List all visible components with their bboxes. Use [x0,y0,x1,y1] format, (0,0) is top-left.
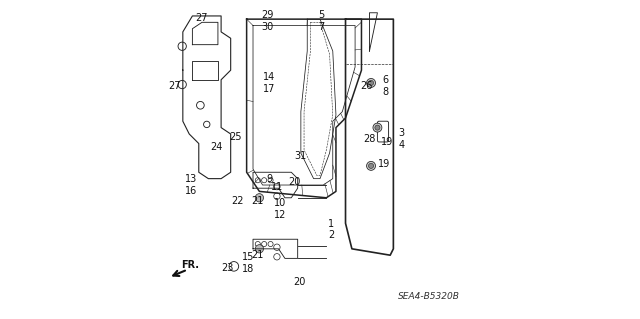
Text: 29
30: 29 30 [261,10,273,32]
Text: 23: 23 [221,263,234,273]
Text: 31: 31 [295,151,307,161]
Text: 19: 19 [378,159,390,169]
Text: 27: 27 [196,12,208,23]
Text: 3
4: 3 4 [398,128,404,150]
Text: 14
17: 14 17 [263,72,275,94]
Circle shape [255,245,264,253]
Text: 6
8: 6 8 [382,75,388,97]
Text: 24: 24 [210,142,223,152]
Text: 9: 9 [266,174,272,184]
Circle shape [255,194,264,202]
Text: 19: 19 [381,137,393,147]
Circle shape [373,123,382,132]
Text: 13
16: 13 16 [185,174,197,196]
Circle shape [367,161,376,170]
Circle shape [369,163,374,168]
Text: 5
7: 5 7 [319,10,324,32]
Text: 21: 21 [252,196,264,206]
Text: 22: 22 [231,196,243,206]
Circle shape [369,80,374,85]
Text: 11: 11 [271,182,283,192]
Text: 10
12: 10 12 [274,198,286,220]
Text: SEA4-B5320B: SEA4-B5320B [397,292,460,301]
Text: 20: 20 [288,177,301,187]
Text: 15
18: 15 18 [242,252,255,274]
Text: 21: 21 [252,250,264,260]
Text: FR.: FR. [181,260,199,270]
Text: 27: 27 [168,81,181,91]
Text: 20: 20 [293,277,305,287]
Text: 1
2: 1 2 [328,219,334,241]
Circle shape [367,78,376,87]
Text: 28: 28 [364,134,376,144]
Circle shape [375,125,380,130]
Text: 25: 25 [229,132,242,142]
Text: 26: 26 [360,81,372,91]
